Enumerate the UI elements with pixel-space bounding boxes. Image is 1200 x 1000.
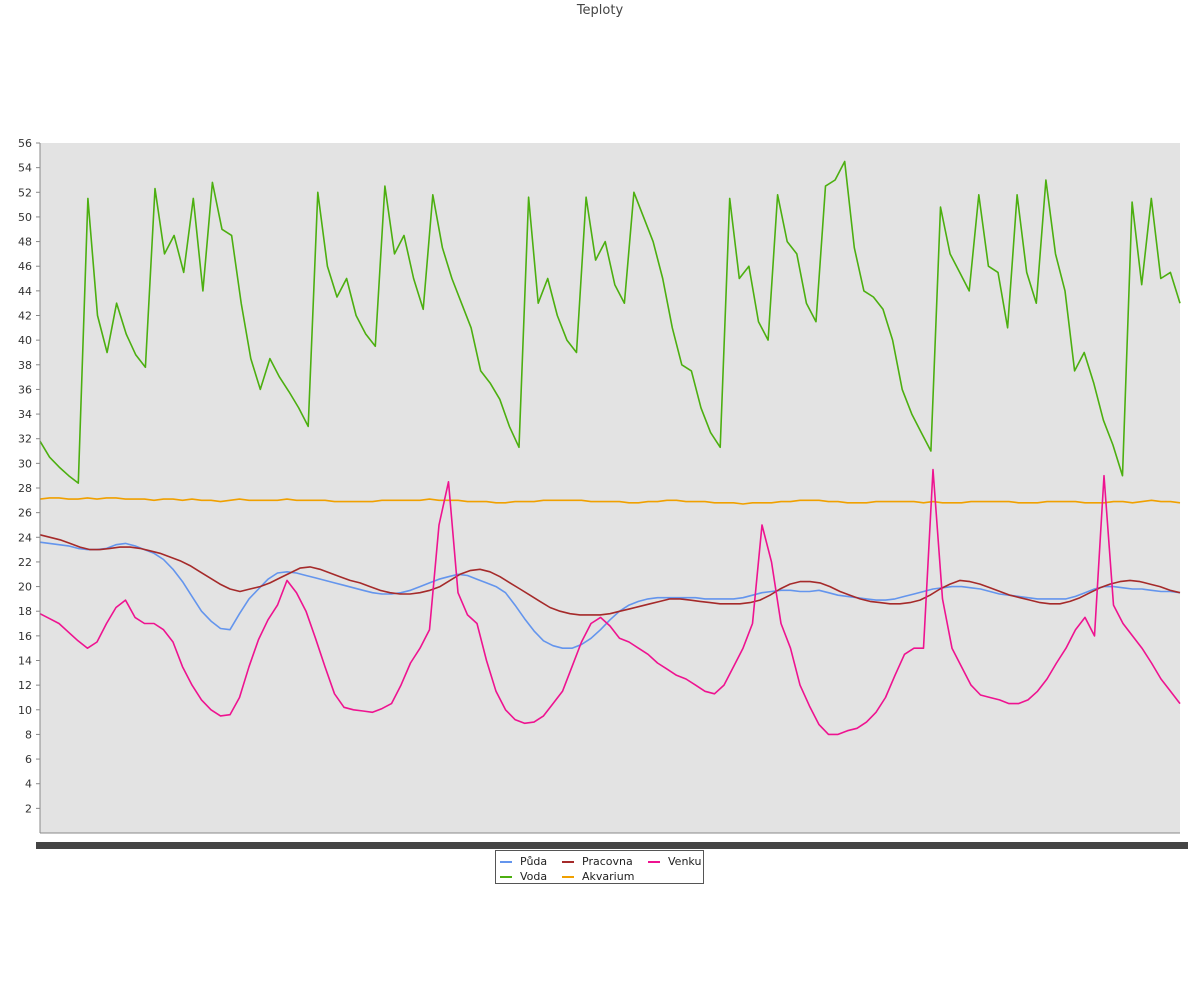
- legend-label: Akvarium: [582, 870, 635, 883]
- y-tick-label: 14: [18, 655, 32, 668]
- legend-item-puda: Půda: [500, 854, 562, 869]
- legend-swatch: [562, 860, 574, 863]
- y-tick-label: 40: [18, 334, 32, 347]
- y-tick-label: 16: [18, 630, 32, 643]
- legend-swatch: [562, 875, 574, 878]
- legend-label: Venku: [668, 855, 702, 868]
- series-line-voda: [39, 160, 1181, 484]
- legend-swatch: [500, 860, 512, 863]
- y-tick-label: 12: [18, 679, 32, 692]
- legend: Půda Pracovna Venku Voda Akvarium: [495, 850, 704, 884]
- y-tick-label: 34: [18, 408, 32, 421]
- y-tick-label: 54: [18, 162, 32, 175]
- y-tick-label: 10: [18, 704, 32, 717]
- y-tick-label: 18: [18, 605, 32, 618]
- y-tick-label: 42: [18, 310, 32, 323]
- y-tick-label: 36: [18, 383, 32, 396]
- y-tick-label: 52: [18, 186, 32, 199]
- legend-item-pracovna: Pracovna: [562, 854, 648, 869]
- legend-swatch: [500, 875, 512, 878]
- legend-item-venku: Venku: [648, 854, 709, 869]
- legend-label: Voda: [520, 870, 548, 883]
- y-tick-label: 26: [18, 507, 32, 520]
- chart-title: Teploty: [576, 3, 624, 18]
- y-tick-label: 6: [25, 753, 32, 766]
- y-tick-label: 2: [25, 802, 32, 815]
- y-tick-label: 48: [18, 236, 32, 249]
- y-axis: 2468101214161820222426283032343638404244…: [18, 137, 40, 815]
- y-tick-label: 32: [18, 433, 32, 446]
- series-layer: [39, 160, 1181, 736]
- legend-label: Pracovna: [582, 855, 633, 868]
- y-tick-label: 22: [18, 556, 32, 569]
- series-line-puda: [39, 541, 1181, 650]
- y-tick-label: 28: [18, 482, 32, 495]
- y-tick-label: 38: [18, 359, 32, 372]
- legend-label: Půda: [520, 855, 548, 868]
- series-line-venku: [39, 468, 1181, 736]
- legend-item-akvarium: Akvarium: [562, 869, 648, 884]
- y-tick-label: 56: [18, 137, 32, 150]
- y-tick-label: 20: [18, 581, 32, 594]
- x-axis-tick-band: [36, 842, 1188, 849]
- y-tick-label: 50: [18, 211, 32, 224]
- y-tick-label: 4: [25, 778, 32, 791]
- y-tick-label: 30: [18, 457, 32, 470]
- legend-item-voda: Voda: [500, 869, 562, 884]
- series-line-akvarium: [39, 497, 1181, 505]
- legend-swatch: [648, 860, 660, 863]
- y-tick-label: 24: [18, 531, 32, 544]
- y-tick-label: 44: [18, 285, 32, 298]
- y-tick-label: 46: [18, 260, 32, 273]
- plot-area-background: [40, 143, 1180, 833]
- series-line-pracovna: [39, 534, 1181, 616]
- y-tick-label: 8: [25, 728, 32, 741]
